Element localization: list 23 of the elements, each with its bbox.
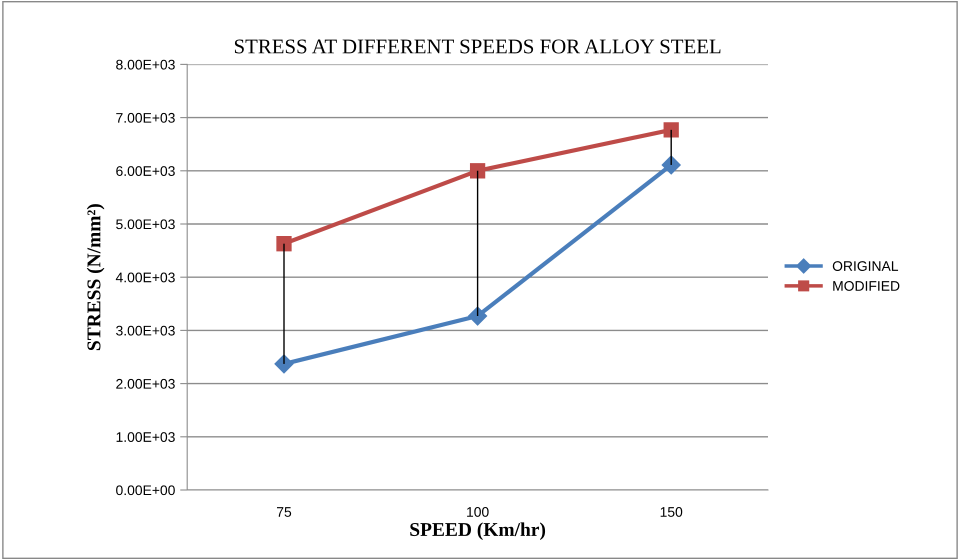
legend-label: ORIGINAL: [832, 261, 898, 271]
y-tick-label: 6.00E+03: [116, 166, 175, 176]
y-tick-label: 8.00E+03: [116, 60, 175, 70]
chart-title: STRESS AT DIFFERENT SPEEDS FOR ALLOY STEEL: [234, 39, 720, 54]
y-tick-label: 0.00E+00: [116, 485, 175, 496]
point: [274, 354, 294, 374]
x-tick-label: 150: [660, 507, 682, 517]
y-tick-label: 3.00E+03: [116, 326, 175, 336]
point: [468, 306, 488, 326]
y-tick-label: 1.00E+03: [116, 432, 175, 442]
y-axis-title: STRESS (N/mm²): [86, 204, 104, 350]
y-tick-label: 2.00E+03: [116, 378, 175, 389]
legend-label: MODIFIED: [833, 281, 900, 291]
y-tick-label: 4.00E+03: [116, 272, 175, 282]
y-tick-label: 7.00E+03: [116, 112, 175, 123]
y-tick-label: 5.00E+03: [116, 219, 175, 230]
point: [470, 163, 486, 178]
point: [276, 236, 292, 252]
point: [662, 155, 681, 174]
x-tick-label: 75: [276, 507, 292, 517]
point: [664, 122, 679, 138]
x-tick-label: 100: [467, 507, 489, 517]
x-axis-title: SPEED (Km/hr): [410, 522, 546, 540]
